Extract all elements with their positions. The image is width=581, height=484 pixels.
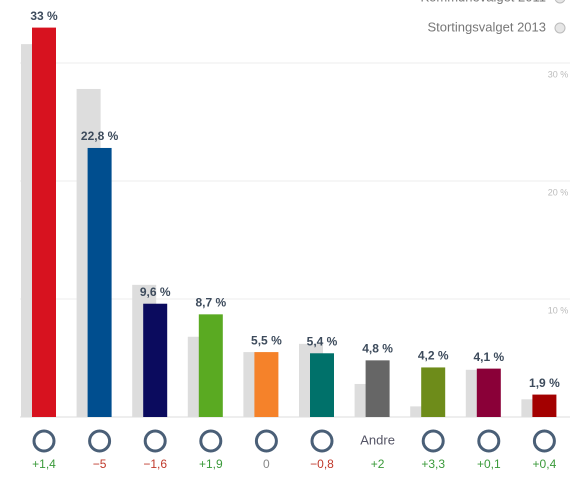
bar (198, 314, 223, 417)
party-icon (32, 429, 56, 453)
y-tick-label: 30 % (548, 69, 569, 79)
party-icon (199, 429, 223, 453)
party-icon (143, 429, 167, 453)
bar (476, 368, 501, 417)
bar (254, 352, 279, 417)
change-label: +3,3 (421, 457, 445, 471)
value-label: 5,4 % (307, 334, 338, 348)
bar (365, 360, 390, 417)
change-label: −1,6 (143, 457, 167, 471)
value-label: 1,9 % (529, 376, 560, 390)
value-label: 33 % (30, 9, 58, 23)
change-label: +1,4 (32, 457, 56, 471)
value-label: 5,5 % (251, 333, 282, 347)
value-label: 4,2 % (418, 349, 449, 363)
y-tick-label: 20 % (548, 187, 569, 197)
bar (87, 147, 112, 417)
legend-radio[interactable] (554, 0, 566, 4)
change-label: +2 (371, 457, 385, 471)
bar (310, 353, 334, 417)
bar (421, 367, 446, 417)
change-label: +0,1 (477, 457, 501, 471)
value-label: 4,8 % (362, 342, 393, 356)
value-label: 22,8 % (81, 129, 119, 143)
value-label: 8,7 % (195, 296, 226, 310)
legend-label: Stortingsvalget 2013 (427, 19, 546, 34)
bar (143, 303, 168, 417)
change-label: +0,4 (533, 457, 557, 471)
legend-label: Kommunevalget 2011 (420, 0, 546, 4)
value-label: 4,1 % (473, 350, 504, 364)
party-icon (88, 429, 112, 453)
party-icon (254, 429, 278, 453)
party-icon (477, 429, 501, 453)
change-label: −0,8 (310, 457, 334, 471)
value-label: 9,6 % (140, 285, 171, 299)
legend-radio[interactable] (554, 22, 566, 34)
y-tick-label: 10 % (548, 305, 569, 315)
change-label: 0 (263, 457, 270, 471)
party-icon (532, 429, 556, 453)
change-label: −5 (93, 457, 107, 471)
party-icon (421, 429, 445, 453)
change-label: +1,9 (199, 457, 223, 471)
bar (532, 394, 557, 417)
party-icon (310, 429, 334, 453)
bar (32, 27, 56, 417)
category-label: Andre (360, 432, 395, 447)
